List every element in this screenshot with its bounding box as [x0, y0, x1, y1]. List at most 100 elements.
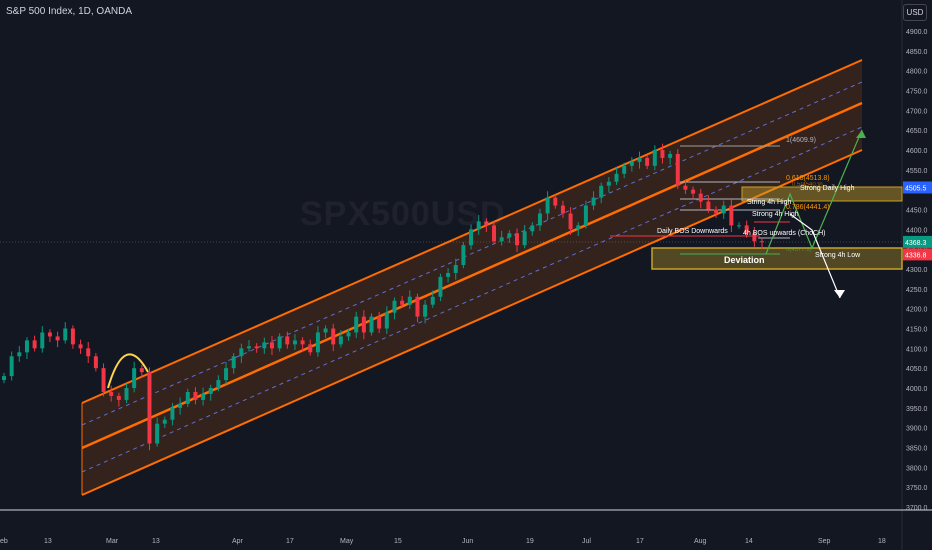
candle — [423, 299, 428, 324]
string-4h-high-label: String 4h High — [747, 199, 791, 206]
price-tick-label: 3700.0 — [906, 505, 928, 512]
daily-bos-downwards-label: Daily BOS Downwards — [657, 228, 728, 235]
candle — [446, 268, 451, 283]
candle — [652, 145, 657, 171]
candle — [560, 200, 565, 218]
candle — [698, 188, 703, 209]
candle — [346, 329, 351, 341]
candle — [629, 157, 634, 172]
price-tick-label: 4650.0 — [906, 128, 928, 135]
time-tick-label: eb — [0, 538, 8, 545]
price-tick-label: 3950.0 — [906, 406, 928, 413]
time-tick-label: May — [340, 538, 354, 545]
candle — [231, 353, 236, 374]
price-tick-label: 4700.0 — [906, 108, 928, 115]
candle — [101, 363, 106, 397]
candle — [553, 194, 558, 209]
candle — [285, 331, 290, 349]
candle — [323, 325, 328, 339]
candle — [170, 403, 175, 426]
candle — [292, 334, 297, 350]
candle — [576, 222, 581, 237]
candle — [262, 337, 267, 354]
price-tick-label: 4100.0 — [906, 346, 928, 353]
price-tick-label: 4750.0 — [906, 89, 928, 96]
candle — [162, 416, 167, 429]
time-tick-label: 15 — [394, 538, 402, 545]
price-tick-label: 3900.0 — [906, 426, 928, 433]
price-tick-label: 3800.0 — [906, 465, 928, 472]
price-tick-label: 4600.0 — [906, 148, 928, 155]
candle — [147, 367, 152, 451]
bullish-projection-arrow[interactable] — [765, 129, 863, 255]
deviation-zone[interactable] — [651, 247, 903, 270]
price-marker: 4368.3 — [903, 235, 932, 248]
candle — [2, 372, 6, 384]
fib-0-label: 0(4377.9) — [786, 247, 812, 253]
price-tick-label: 3750.0 — [906, 485, 928, 492]
time-tick-label: 14 — [745, 538, 753, 545]
candle — [476, 215, 481, 235]
candle — [86, 341, 91, 364]
candle — [737, 222, 742, 229]
candle — [17, 345, 22, 362]
candle — [591, 191, 596, 210]
candle — [668, 150, 673, 165]
strong-daily-high-label: Strong Daily High — [800, 185, 855, 192]
time-tick-label: 17 — [286, 538, 294, 545]
price-tick-label: 3850.0 — [906, 446, 928, 453]
candle — [132, 361, 137, 393]
svg-text:4336.8: 4336.8 — [905, 252, 927, 259]
time-tick-label: 17 — [636, 538, 644, 545]
channel-quarter-upper — [81, 81, 863, 426]
candle — [568, 207, 573, 235]
channel-quarter-lower — [81, 126, 863, 473]
candle — [660, 143, 665, 164]
candle — [744, 220, 749, 238]
price-tick-label: 4900.0 — [906, 29, 928, 36]
time-tick-label: 13 — [152, 538, 160, 545]
candle — [369, 313, 374, 336]
fib-0618-label: 0.618(4513.8) — [786, 175, 830, 182]
candle — [70, 325, 75, 349]
candle — [430, 290, 435, 308]
candle — [606, 176, 611, 193]
rounded-top-arc[interactable] — [107, 353, 149, 389]
candle — [78, 339, 83, 354]
candle — [308, 339, 313, 356]
candle — [507, 230, 512, 243]
candle — [691, 186, 696, 200]
candle — [9, 351, 14, 381]
candle — [269, 336, 274, 356]
candle — [599, 182, 604, 204]
bearish-projection-arrow[interactable] — [789, 213, 841, 299]
candle — [583, 200, 588, 229]
time-tick-label: 19 — [526, 538, 534, 545]
candle — [63, 322, 68, 344]
price-marker: 4336.8 — [903, 248, 932, 261]
candle — [415, 293, 420, 323]
candle — [706, 195, 711, 213]
deviation-label: Deviation — [724, 255, 765, 265]
candle — [239, 343, 244, 364]
candle — [461, 242, 466, 269]
fib-050-label: 0.5(4540.9) — [792, 182, 823, 188]
price-tick-label: 4850.0 — [906, 49, 928, 56]
candle — [760, 238, 764, 249]
symbol-watermark: SPX500USD — [300, 195, 506, 233]
currency-button[interactable]: USD — [903, 4, 927, 21]
strong-daily-high-zone[interactable] — [741, 186, 903, 202]
candle — [139, 364, 144, 378]
channel-mid-line[interactable] — [81, 101, 863, 450]
candle — [622, 162, 627, 179]
candle — [492, 220, 497, 245]
candle — [185, 388, 190, 408]
strong-4h-high-label: Strong 4h High — [752, 211, 799, 218]
candle — [47, 329, 52, 342]
candle — [407, 290, 412, 310]
bos-4h-upwards-label: 4h BOS upwards (ChoCH) — [743, 230, 825, 237]
price-tick-label: 4400.0 — [906, 227, 928, 234]
candle — [247, 340, 252, 352]
candle — [729, 199, 734, 233]
